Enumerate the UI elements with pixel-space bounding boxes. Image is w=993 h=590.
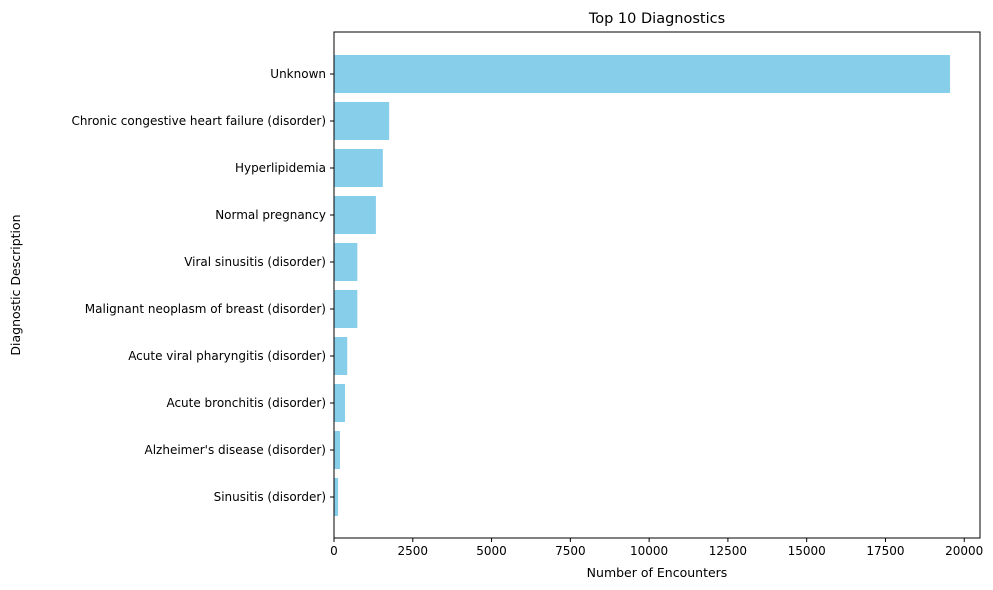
x-tick-label: 17500 bbox=[866, 544, 904, 558]
bar bbox=[334, 102, 390, 140]
bar bbox=[334, 337, 348, 375]
y-axis-label: Diagnostic Description bbox=[8, 214, 23, 355]
x-tick-label: 15000 bbox=[788, 544, 826, 558]
x-tick-label: 20000 bbox=[945, 544, 983, 558]
y-tick-label: Chronic congestive heart failure (disord… bbox=[71, 114, 326, 128]
bar bbox=[334, 290, 358, 328]
y-tick-label: Normal pregnancy bbox=[215, 208, 326, 222]
y-tick-label: Acute viral pharyngitis (disorder) bbox=[128, 349, 326, 363]
y-ticks-layer: Unknown Chronic congestive heart failure … bbox=[71, 67, 334, 504]
x-tick-label: 2500 bbox=[398, 544, 429, 558]
x-ticks-layer: 0 2500 5000 7500 10000 12500 15000 17500 20000 bbox=[330, 538, 983, 558]
y-tick-label: Sinusitis (disorder) bbox=[214, 490, 326, 504]
x-tick-label: 7500 bbox=[555, 544, 586, 558]
bar bbox=[334, 149, 383, 187]
x-axis-label: Number of Encounters bbox=[587, 565, 728, 580]
bar bbox=[334, 196, 376, 234]
x-tick-label: 10000 bbox=[630, 544, 668, 558]
bars-layer bbox=[334, 55, 951, 516]
y-tick-label: Alzheimer's disease (disorder) bbox=[145, 443, 327, 457]
bar bbox=[334, 55, 951, 93]
y-tick-label: Acute bronchitis (disorder) bbox=[166, 396, 326, 410]
bar bbox=[334, 243, 358, 281]
y-tick-label: Hyperlipidemia bbox=[235, 161, 326, 175]
y-tick-label: Malignant neoplasm of breast (disorder) bbox=[85, 302, 326, 316]
x-tick-label: 5000 bbox=[476, 544, 507, 558]
bar bbox=[334, 478, 339, 516]
y-tick-label: Unknown bbox=[270, 67, 326, 81]
bar bbox=[334, 431, 340, 469]
plot-area-frame bbox=[333, 31, 981, 539]
x-tick-label: 0 bbox=[330, 544, 338, 558]
bar bbox=[334, 384, 346, 422]
y-tick-label: Viral sinusitis (disorder) bbox=[184, 255, 326, 269]
chart-title: Top 10 Diagnostics bbox=[588, 11, 725, 27]
x-tick-label: 12500 bbox=[709, 544, 747, 558]
